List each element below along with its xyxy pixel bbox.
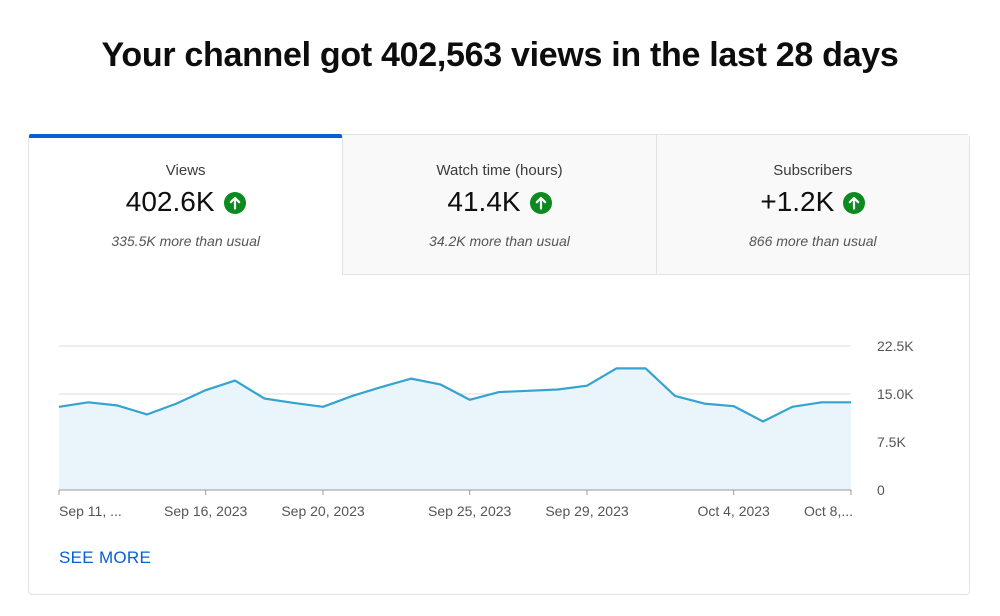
y-tick-label: 7.5K [877, 434, 906, 450]
arrow-up-icon [843, 192, 866, 214]
y-tick-label: 0 [877, 482, 885, 498]
metric-tabs: Views 402.6K 335.5K more than usual Watc… [29, 134, 969, 275]
tab-label: Subscribers [773, 162, 853, 179]
tab-note: 34.2K more than usual [429, 233, 570, 249]
x-tick-label: Sep 11, ... [59, 503, 122, 519]
views-area [59, 368, 851, 490]
tab-subscribers[interactable]: Subscribers +1.2K 866 more than usual [655, 135, 969, 275]
tab-watch-time[interactable]: Watch time (hours) 41.4K 34.2K more than… [342, 135, 656, 275]
x-tick-label: Sep 16, 2023 [164, 503, 248, 519]
arrow-up-icon [529, 192, 552, 214]
tab-note: 866 more than usual [749, 233, 877, 249]
see-more-link[interactable]: SEE MORE [59, 548, 152, 567]
tab-label: Views [165, 162, 206, 179]
x-tick-label: Oct 4, 2023 [697, 503, 770, 519]
views-chart[interactable]: 0 7.5K 15.0K 22.5K Sep 11, ... Sep 16, 2023 Se… [29, 135, 969, 535]
tab-views[interactable]: Views 402.6K 335.5K more than usual [29, 134, 343, 275]
x-tick-label: Sep 29, 2023 [545, 503, 629, 519]
x-tick-label: Sep 20, 2023 [281, 503, 365, 519]
y-tick-label: 22.5K [877, 338, 914, 354]
arrow-up-icon [223, 192, 246, 214]
x-tick-label: Sep 25, 2023 [428, 503, 512, 519]
tab-value: 41.4K [447, 186, 521, 217]
tab-value: +1.2K [760, 186, 835, 217]
x-tick-label: Oct 8,... [804, 503, 853, 519]
views-line[interactable] [58, 367, 851, 423]
y-tick-label: 15.0K [877, 386, 914, 402]
tab-value: 402.6K [125, 186, 215, 217]
tab-note: 335.5K more than usual [111, 233, 260, 249]
page-title: Your channel got 402,563 views in the la… [101, 36, 899, 74]
analytics-card: Views 402.6K 335.5K more than usual Watc… [28, 134, 970, 595]
tab-label: Watch time (hours) [436, 162, 563, 179]
